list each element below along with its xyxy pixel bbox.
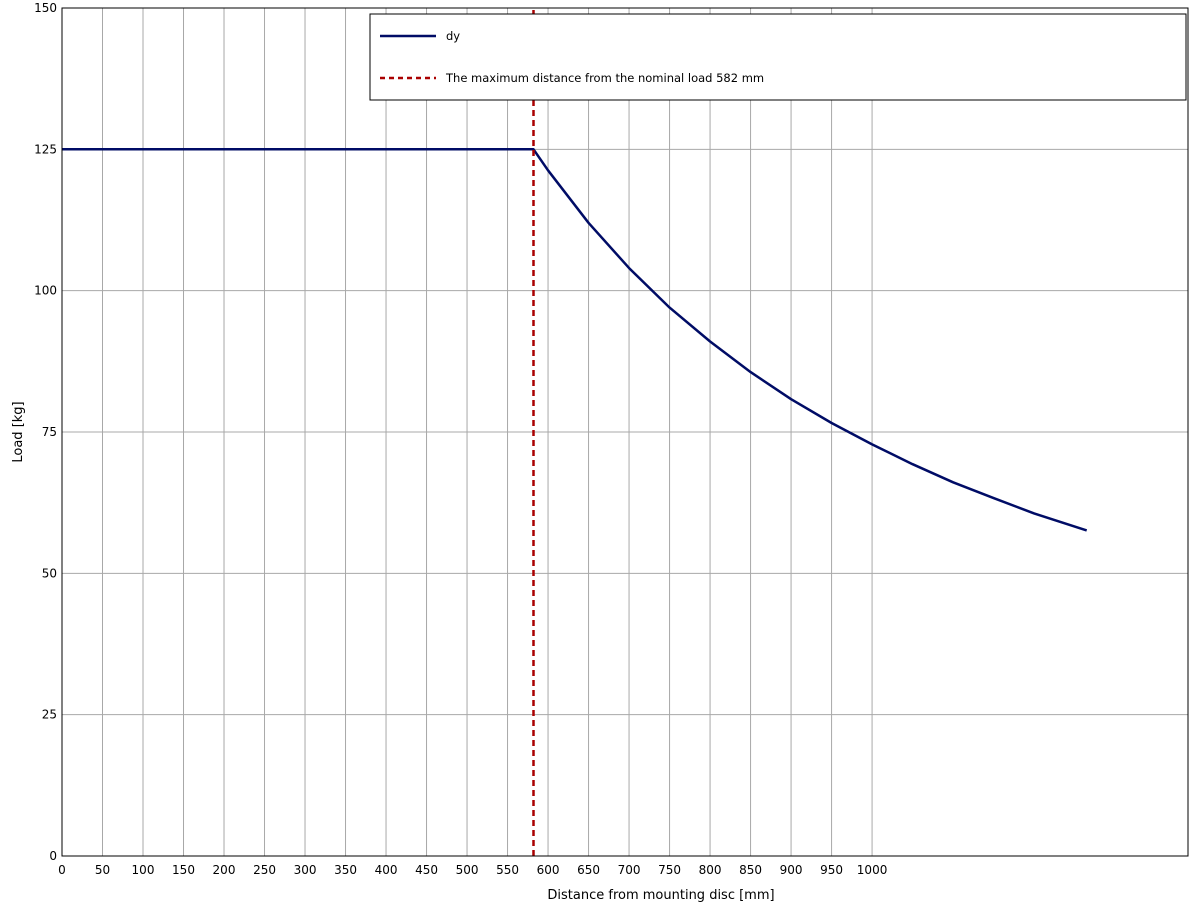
x-tick-label: 0 [58,863,66,877]
x-tick-label: 700 [618,863,641,877]
x-tick-label: 800 [699,863,722,877]
x-tick-label: 950 [820,863,843,877]
y-tick-label: 0 [49,849,57,863]
x-tick-label: 150 [172,863,195,877]
x-tick-label: 550 [496,863,519,877]
x-tick-label: 100 [132,863,155,877]
x-tick-label: 250 [253,863,276,877]
x-tick-label: 1000 [857,863,888,877]
plot-area-frame [61,7,1189,857]
legend: dy The maximum distance from the nominal… [369,13,1187,101]
x-tick-label: 350 [334,863,357,877]
x-tick-label: 850 [739,863,762,877]
y-tick-label: 25 [42,708,57,722]
x-tick-label: 450 [415,863,438,877]
y-axis-label: Load [kg] [11,401,26,462]
x-axis-label: Distance from mounting disc [mm] [547,888,774,903]
x-tick-label: 500 [456,863,479,877]
y-tick-label: 125 [34,142,57,156]
y-tick-label: 75 [42,425,57,439]
grid-lines [61,7,1188,857]
x-tick-label: 200 [213,863,236,877]
y-axis-ticks: 0 25 50 75 100 125 150 [34,1,57,863]
legend-entry-max-distance: The maximum distance from the nominal lo… [445,71,764,85]
series-line-dy [62,148,1088,532]
x-tick-label: 650 [577,863,600,877]
legend-box [369,13,1187,101]
series-group [62,8,1088,856]
x-tick-label: 400 [375,863,398,877]
x-tick-label: 50 [95,863,110,877]
x-tick-label: 750 [658,863,681,877]
legend-entry-dy: dy [446,29,460,43]
y-tick-label: 50 [42,566,57,580]
x-tick-label: 900 [780,863,803,877]
y-tick-label: 100 [34,284,57,298]
x-axis-ticks: 0 50 100 150 200 250 300 350 400 450 500 550 600 650 7… [58,863,887,877]
x-tick-label: 600 [537,863,560,877]
x-tick-label: 300 [294,863,317,877]
y-tick-label: 150 [34,1,57,15]
